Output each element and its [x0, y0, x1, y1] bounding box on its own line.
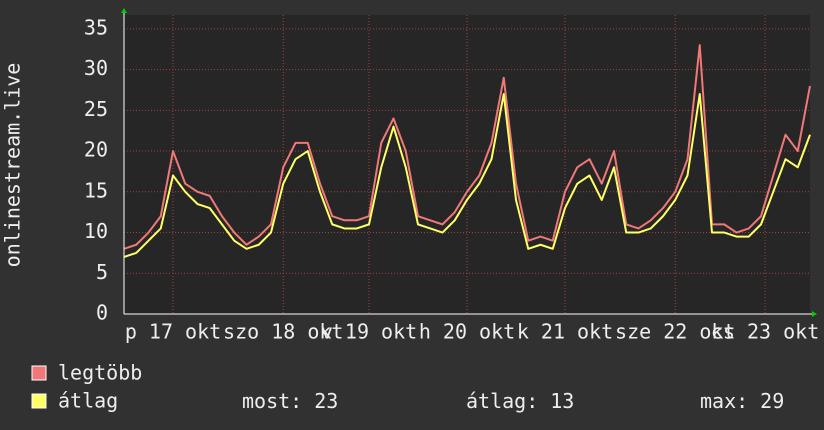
stat: átlag: 13: [466, 389, 574, 413]
series-line: [123, 93, 811, 258]
stat: max: 29: [700, 389, 784, 413]
stat-label: max:: [700, 389, 748, 413]
x-tick-label: h 20 okt: [419, 320, 515, 344]
x-tick-label: cs 23 okt: [711, 320, 819, 344]
x-tick-label: v 19 okt: [321, 320, 417, 344]
stat: most: 23: [242, 389, 338, 413]
stat-value: 29: [760, 389, 784, 413]
axis-arrow: [812, 311, 817, 317]
y-tick-label: 25: [84, 97, 108, 121]
series-line: [123, 44, 811, 250]
x-tick-label: szo 18 okt: [223, 320, 343, 344]
y-tick-label: 10: [84, 219, 108, 243]
y-tick-label: 30: [84, 56, 108, 80]
x-tick-label: k 21 okt: [517, 320, 613, 344]
y-axis-label: onlinestream.live: [1, 63, 25, 268]
legend-label: legtöbb: [58, 361, 142, 385]
x-tick-label: sze 22 okt: [615, 320, 735, 344]
stat-value: 23: [314, 389, 338, 413]
y-tick-label: 20: [84, 138, 108, 162]
stat-label: átlag:: [466, 389, 538, 413]
y-tick-label: 15: [84, 178, 108, 202]
legend-swatch: [31, 393, 47, 409]
stat-value: 13: [550, 389, 574, 413]
y-tick-label: 5: [96, 260, 108, 284]
legend-label: átlag: [58, 389, 118, 413]
y-tick-label: 35: [84, 15, 108, 39]
x-tick-label: p 17 okt: [125, 320, 221, 344]
axis-arrow: [121, 8, 127, 13]
stat-label: most:: [242, 389, 302, 413]
y-tick-label: 0: [96, 301, 108, 325]
legend-swatch: [31, 365, 47, 381]
